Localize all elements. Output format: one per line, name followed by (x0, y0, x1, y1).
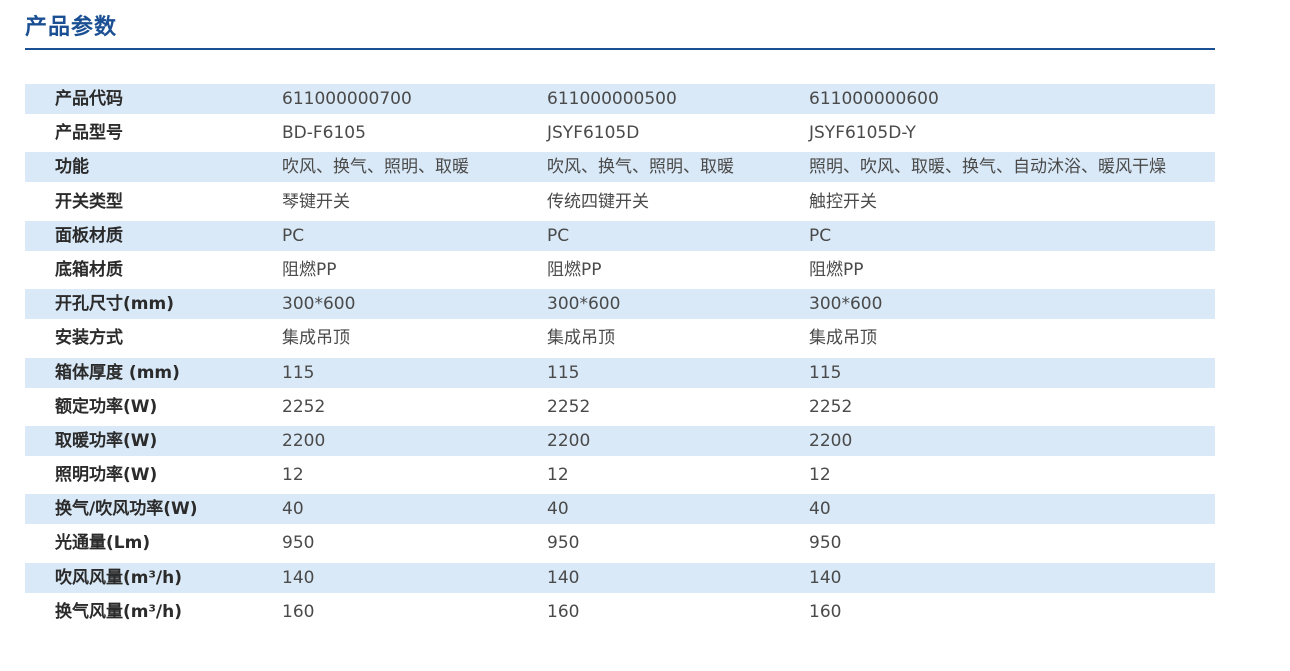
row-label: 开关类型 (55, 191, 123, 212)
table-cell: BD-F6105 (282, 123, 366, 144)
row-label: 吹风风量(m³/h) (55, 567, 183, 588)
table-row: 开孔尺寸(mm) 300*600 300*600 300*600 (25, 289, 1215, 320)
table-cell: 12 (547, 465, 569, 486)
row-label: 产品型号 (55, 123, 123, 144)
table-cell: 集成吊顶 (282, 328, 350, 349)
table-cell: 160 (547, 601, 580, 622)
table-cell: 触控开关 (809, 191, 877, 212)
table-row: 箱体厚度 (mm) 115 115 115 (25, 357, 1215, 388)
table-cell: 集成吊顶 (547, 328, 615, 349)
row-label: 底箱材质 (55, 259, 123, 280)
table-row: 照明功率(W) 12 12 12 (25, 460, 1215, 490)
table-cell: 吹风、换气、照明、取暖 (282, 157, 469, 178)
row-label: 换气/吹风功率(W) (55, 499, 198, 520)
table-cell: 2200 (809, 430, 853, 451)
title-divider (25, 48, 1215, 50)
table-cell: 2252 (282, 396, 326, 417)
table-row: 底箱材质 阻燃PP 阻燃PP 阻燃PP (25, 255, 1215, 285)
table-cell: 950 (809, 533, 842, 554)
table-row: 产品型号 BD-F6105 JSYF6105D JSYF6105D-Y (25, 118, 1215, 148)
table-row: 取暖功率(W) 2200 2200 2200 (25, 425, 1215, 456)
row-label: 额定功率(W) (55, 396, 158, 417)
table-cell: 160 (282, 601, 315, 622)
table-cell: 40 (282, 499, 304, 520)
row-label: 取暖功率(W) (55, 430, 158, 451)
table-cell: 950 (282, 533, 315, 554)
row-label: 箱体厚度 (mm) (55, 362, 180, 383)
table-cell: 集成吊顶 (809, 328, 877, 349)
table-cell: 115 (809, 362, 842, 383)
table-row: 产品代码 611000000700 611000000500 611000000600 (25, 84, 1215, 114)
table-cell: 12 (809, 465, 831, 486)
table-cell: 300*600 (547, 294, 621, 315)
table-cell: 阻燃PP (547, 259, 602, 280)
table-row: 换气风量(m³/h) 160 160 160 (25, 597, 1215, 627)
table-cell: 2252 (547, 396, 591, 417)
table-row: 安装方式 集成吊顶 集成吊顶 集成吊顶 (25, 323, 1215, 353)
table-row: 面板材质 PC PC PC (25, 220, 1215, 251)
table-cell: 2252 (809, 396, 853, 417)
table-row: 吹风风量(m³/h) 140 140 140 (25, 562, 1215, 593)
table-cell: JSYF6105D (547, 123, 640, 144)
row-label: 产品代码 (55, 89, 123, 109)
row-label: 安装方式 (55, 328, 123, 349)
table-cell: 115 (282, 362, 315, 383)
row-label: 开孔尺寸(mm) (55, 294, 174, 315)
table-cell: PC (282, 225, 305, 246)
table-cell: 611000000600 (809, 89, 939, 109)
table-cell: PC (809, 225, 832, 246)
table-cell: 140 (809, 567, 842, 588)
table-row: 换气/吹风功率(W) 40 40 40 (25, 494, 1215, 525)
table-cell: 140 (547, 567, 580, 588)
table-cell: JSYF6105D-Y (809, 123, 916, 144)
table-cell: PC (547, 225, 570, 246)
row-label: 照明功率(W) (55, 465, 158, 486)
row-label: 光通量(Lm) (55, 533, 151, 554)
table-cell: 12 (282, 465, 304, 486)
table-row: 光通量(Lm) 950 950 950 (25, 528, 1215, 558)
table-cell: 140 (282, 567, 315, 588)
table-cell: 传统四键开关 (547, 191, 649, 212)
page-title: 产品参数 (25, 15, 118, 40)
table-cell: 160 (809, 601, 842, 622)
table-cell: 2200 (282, 430, 326, 451)
row-label: 功能 (55, 157, 89, 178)
table-cell: 611000000500 (547, 89, 677, 109)
table-cell: 琴键开关 (282, 191, 350, 212)
row-label: 换气风量(m³/h) (55, 601, 183, 622)
table-cell: 阻燃PP (282, 259, 337, 280)
row-label: 面板材质 (55, 225, 123, 246)
table-cell: 吹风、换气、照明、取暖 (547, 157, 734, 178)
table-cell: 40 (547, 499, 569, 520)
table-cell: 300*600 (809, 294, 883, 315)
table-cell: 611000000700 (282, 89, 412, 109)
table-row: 功能 吹风、换气、照明、取暖 吹风、换气、照明、取暖 照明、吹风、取暖、换气、自动沐浴… (25, 152, 1215, 183)
table-cell: 40 (809, 499, 831, 520)
table-cell: 115 (547, 362, 580, 383)
spec-table: 产品代码 611000000700 611000000500 611000000600… (25, 84, 1215, 631)
table-cell: 阻燃PP (809, 259, 864, 280)
table-row: 开关类型 琴键开关 传统四键开关 触控开关 (25, 187, 1215, 217)
table-cell: 照明、吹风、取暖、换气、自动沐浴、暖风干燥 (809, 157, 1166, 178)
table-row: 额定功率(W) 2252 2252 2252 (25, 392, 1215, 422)
table-cell: 950 (547, 533, 580, 554)
table-cell: 2200 (547, 430, 591, 451)
table-cell: 300*600 (282, 294, 356, 315)
